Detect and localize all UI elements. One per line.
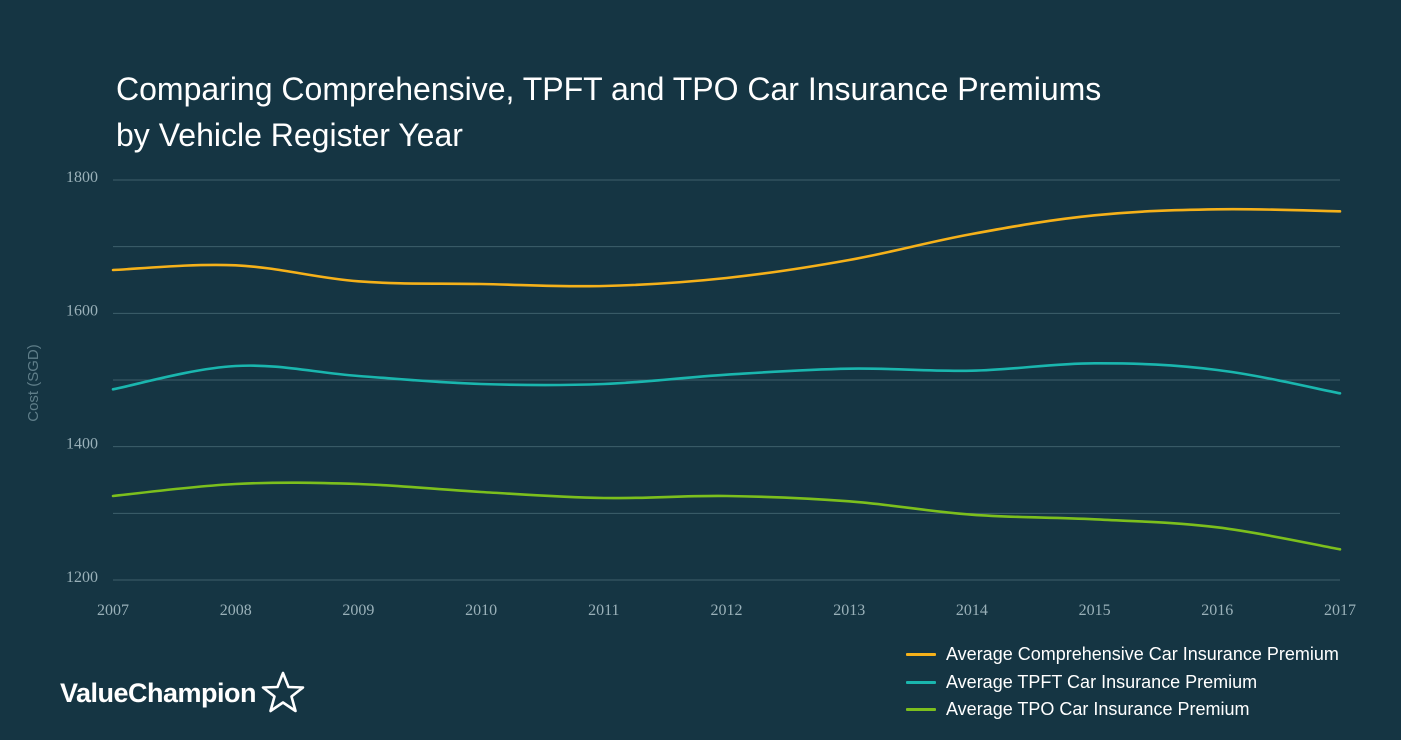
- x-tick-label: 2010: [465, 602, 497, 619]
- y-tick-label: 1800: [66, 169, 98, 186]
- brand-name: ValueChampion: [60, 677, 257, 708]
- x-tick-label: 2012: [711, 602, 743, 619]
- legend: Average Comprehensive Car Insurance Prem…: [906, 641, 1339, 724]
- y-tick-label: 1400: [66, 436, 98, 453]
- grid-lines: [113, 179, 1340, 581]
- y-tick-label: 1600: [66, 302, 98, 319]
- x-tick-label: 2009: [342, 602, 374, 619]
- legend-swatch-tpo: [906, 708, 936, 712]
- chart-title-line-2: by Vehicle Register Year: [116, 117, 463, 153]
- legend-item-tpo: Average TPO Car Insurance Premium: [906, 696, 1339, 724]
- legend-item-comprehensive: Average Comprehensive Car Insurance Prem…: [906, 641, 1339, 669]
- legend-swatch-tpft: [906, 680, 936, 684]
- x-tick-label: 2011: [588, 602, 619, 619]
- legend-item-tpft: Average TPFT Car Insurance Premium: [906, 669, 1339, 697]
- legend-label-tpft: Average TPFT Car Insurance Premium: [946, 671, 1258, 692]
- x-tick-label: 2008: [220, 602, 252, 619]
- x-tick-label: 2017: [1324, 602, 1356, 619]
- legend-label-comprehensive: Average Comprehensive Car Insurance Prem…: [946, 644, 1339, 665]
- x-tick-label: 2016: [1201, 602, 1233, 619]
- series-line-tpo: [111, 481, 1342, 551]
- legend-label-tpo: Average TPO Car Insurance Premium: [946, 699, 1250, 720]
- legend-swatch-comprehensive: [906, 653, 936, 657]
- x-axis-ticks: 2007 2008 2009 2010 2011 2012 2013 2014 2015 2016…: [97, 602, 1356, 619]
- series-line-tpft: [111, 362, 1342, 395]
- series-lines: [111, 207, 1342, 551]
- chart-title-line-1: Comparing Comprehensive, TPFT and TPO Ca…: [116, 71, 1102, 107]
- star-outline-icon: [261, 671, 305, 713]
- y-axis-label: Cost (SGD): [25, 344, 42, 422]
- x-tick-label: 2013: [833, 602, 865, 619]
- x-tick-label: 2014: [956, 602, 988, 619]
- chart-title: Comparing Comprehensive, TPFT and TPO Ca…: [116, 66, 1101, 158]
- x-tick-label: 2007: [97, 602, 129, 619]
- x-tick-label: 2015: [1079, 602, 1111, 619]
- y-tick-label: 1200: [66, 569, 98, 586]
- series-line-comprehensive: [111, 207, 1342, 288]
- brand-logo: ValueChampion: [60, 670, 306, 716]
- y-axis-ticks: 1800 1600 1400 1200: [66, 169, 98, 586]
